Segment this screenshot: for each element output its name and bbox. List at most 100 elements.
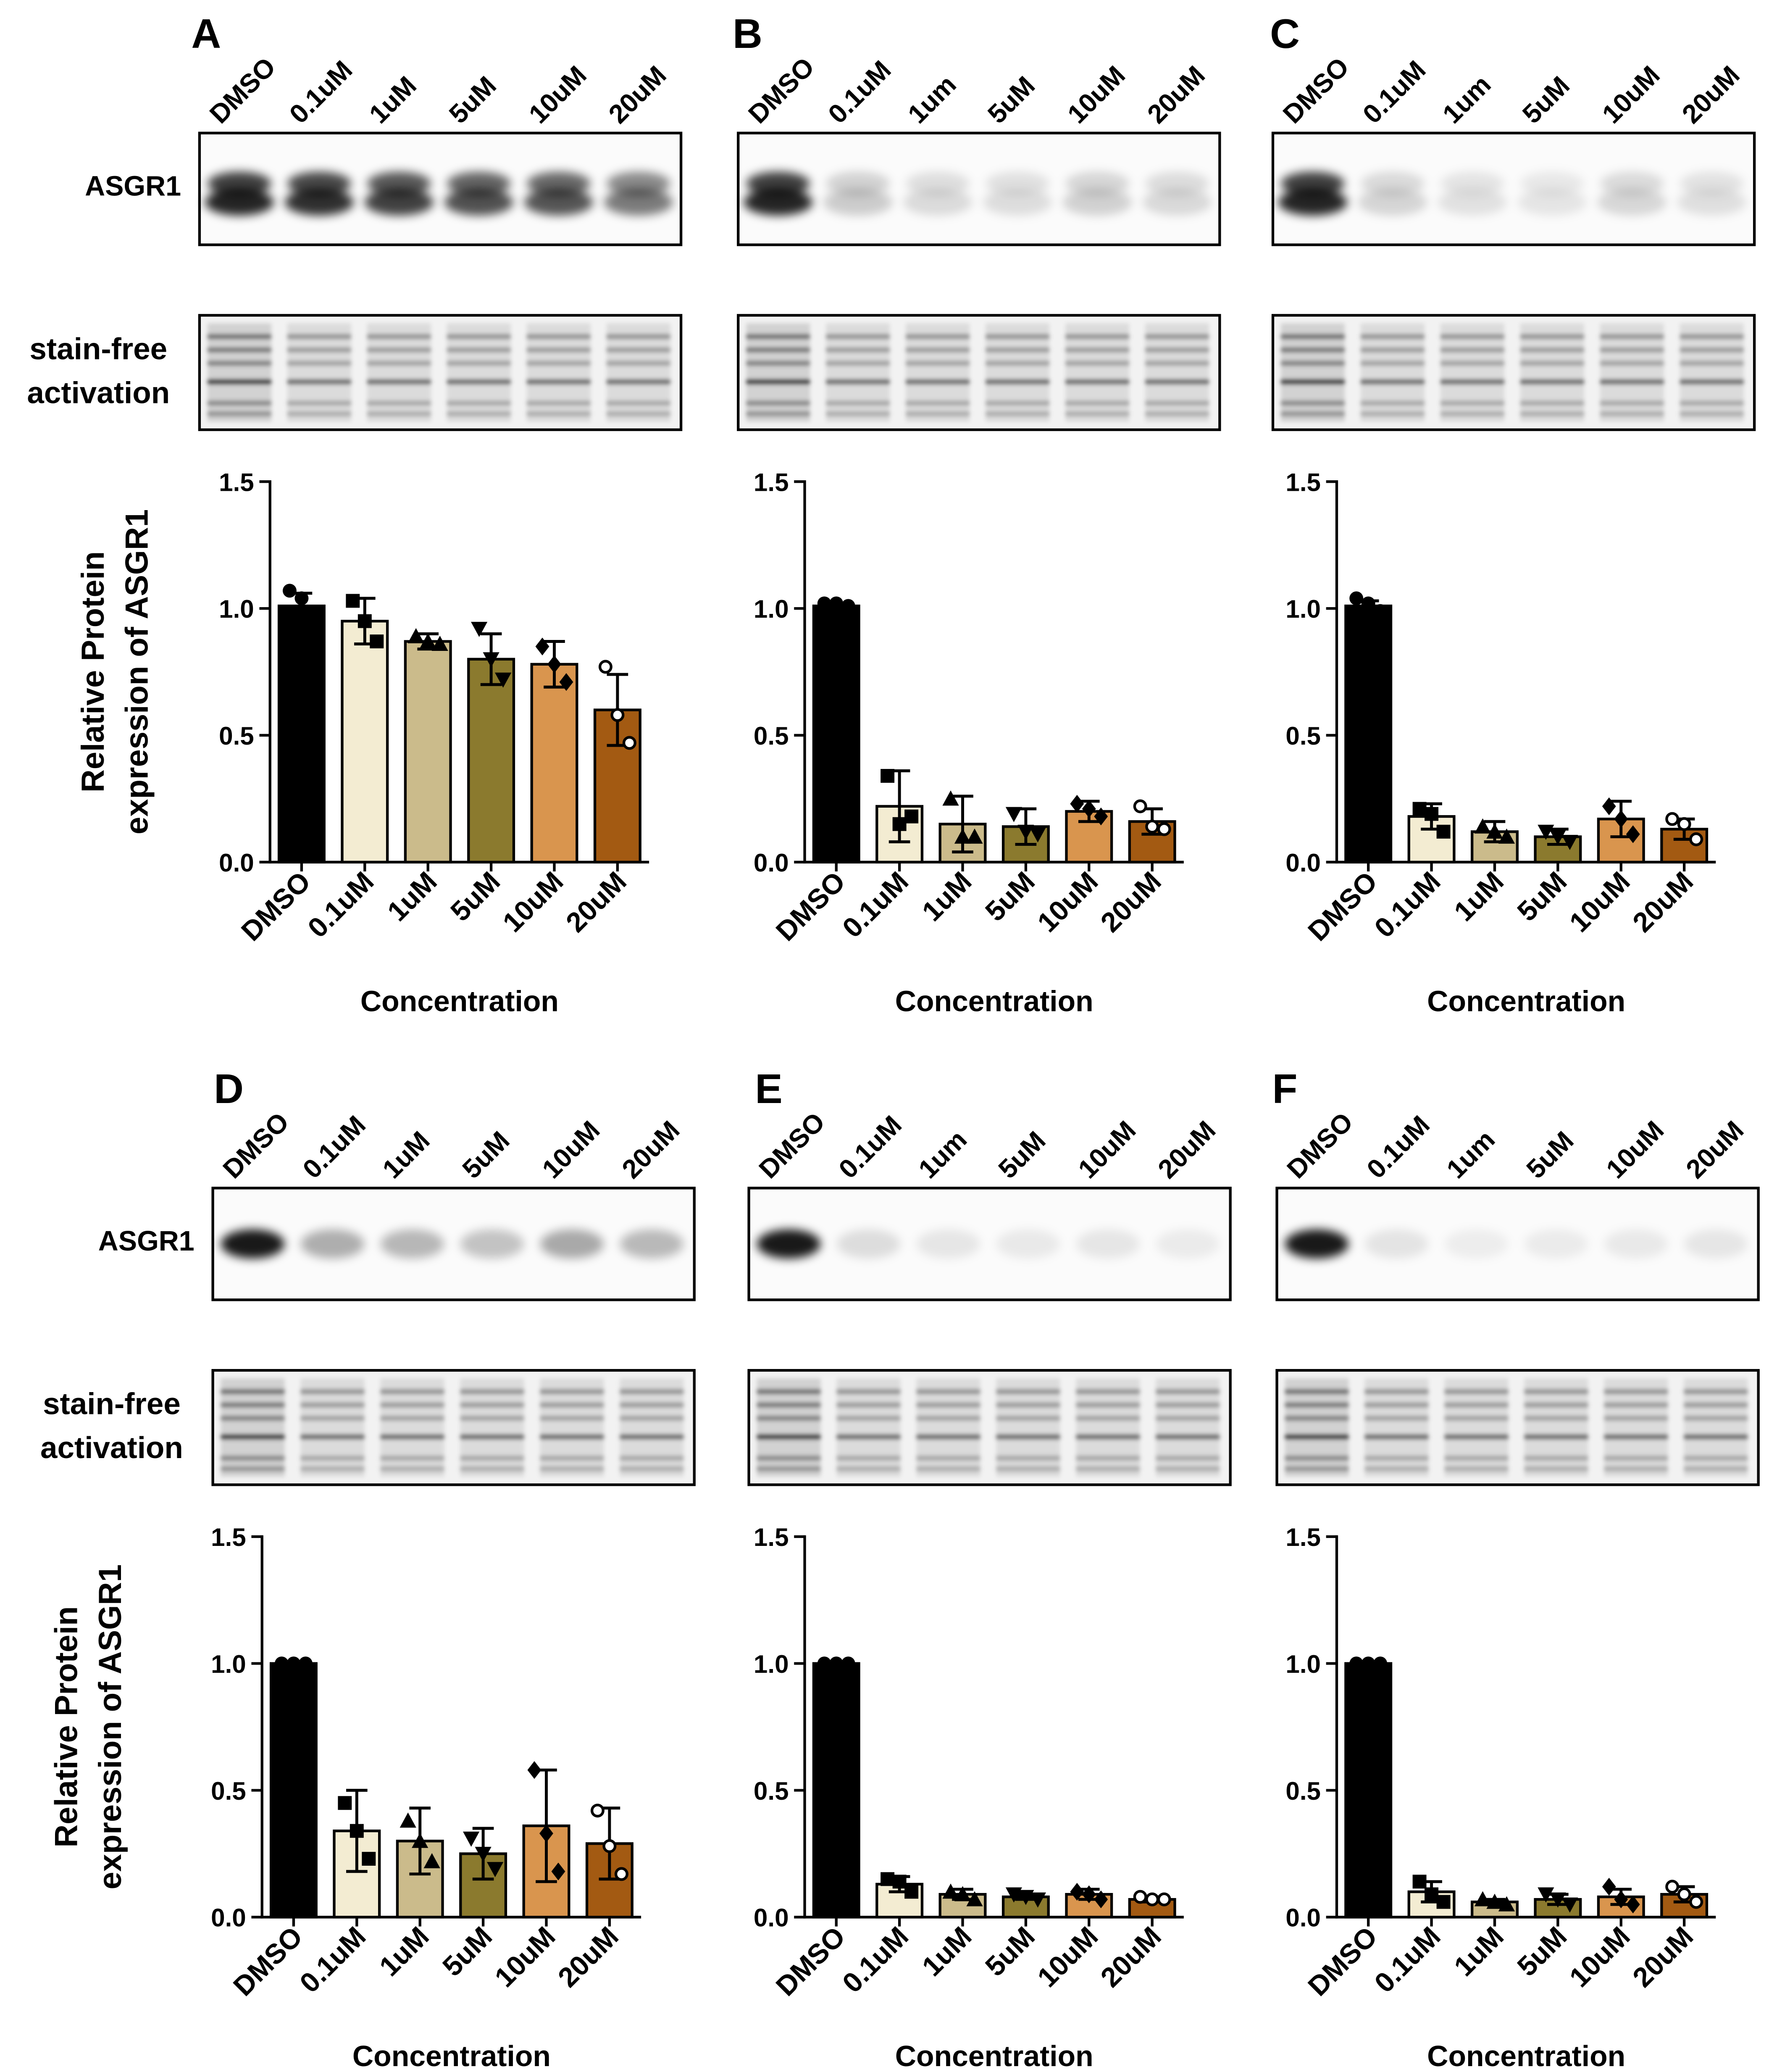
lane-label: 1um [1437,70,1497,129]
band [1364,1415,1429,1421]
band [916,1455,980,1461]
data-point [841,1656,855,1671]
band [540,1389,604,1395]
blot-band [823,189,893,216]
panel-label: E [755,1066,782,1112]
blot-band [284,189,354,216]
blot-label: ASGR1 [98,1226,195,1257]
band [986,361,1050,366]
band [1285,1466,1349,1472]
blot-frame [1275,1187,1760,1301]
band [1600,361,1664,366]
band [757,1389,821,1395]
band [1444,1389,1509,1395]
blot-band [1684,1229,1748,1259]
band [1145,400,1209,406]
data-point [1082,1885,1096,1904]
band [620,1389,684,1395]
data-point [942,1883,959,1899]
band [606,361,670,366]
band [287,379,351,385]
y-axis-label: Relative Protein [49,1606,84,1848]
y-tick-label: 1.0 [754,595,789,623]
data-point [1425,807,1439,821]
band [1520,361,1584,366]
x-axis-label: Concentration [1427,2040,1625,2072]
band [287,361,351,366]
band [1604,1434,1668,1440]
band [460,1415,524,1421]
bar [269,1662,318,1919]
band [1680,361,1744,366]
band [447,347,511,353]
loading-bands [221,1378,684,1477]
band [1440,361,1504,366]
band [1364,1434,1429,1440]
band [1285,1389,1349,1395]
band [1145,347,1209,353]
x-tick-label: 0.1uM [837,1921,915,1999]
blot-band [1520,171,1584,196]
data-point [475,1847,492,1862]
band [986,334,1050,340]
band [207,379,271,385]
blot-band [380,1229,444,1259]
blot-band [836,1229,901,1259]
data-point [1070,1882,1084,1901]
data-point [966,1891,983,1906]
blot-band [1524,1229,1588,1259]
band [300,1455,365,1461]
lane-label: 20uM [1142,61,1211,129]
blot-frame [211,1187,696,1301]
blot-band [1440,171,1504,196]
data-point [881,769,895,783]
band [1360,379,1425,385]
panel-label: A [191,11,221,57]
blot-band [1597,189,1667,216]
x-tick-label: 0.1uM [294,1921,372,1999]
band [460,1402,524,1408]
data-point [892,817,907,831]
band [1156,1466,1220,1472]
data-point [1549,1892,1567,1908]
band [1076,1434,1140,1440]
band [996,1415,1060,1421]
band [1065,347,1130,353]
blot-band [1281,171,1345,196]
blot-frame [1275,1369,1760,1486]
data-point [486,1862,504,1877]
data-point [829,1656,844,1671]
y-tick-label: 0.0 [219,849,254,877]
band [1145,379,1209,385]
data-point [942,790,959,806]
band [906,400,970,406]
blot-band [221,1229,285,1259]
band [1156,1434,1220,1440]
data-point [602,1839,617,1853]
data-point [559,673,573,691]
data-point [1561,1897,1578,1913]
data-point [622,736,636,750]
blot-band [524,189,594,216]
loading-bands [757,1378,1220,1477]
lane-label: 20uM [1680,1115,1749,1184]
blot-band [1600,171,1664,196]
blot-band [526,171,591,196]
x-tick-label: 10uM [1564,866,1636,938]
x-tick-label: 10uM [1564,1921,1636,1993]
x-tick-label: 5uM [980,1921,1041,1982]
blot-band [1438,189,1507,216]
band [367,400,431,406]
band [906,361,970,366]
y-tick-label: 0.5 [754,1777,789,1805]
data-point [1665,812,1680,826]
band [380,1455,444,1461]
blot-label: activation [27,376,170,410]
band [1065,400,1130,406]
blot-band [1076,1229,1140,1259]
data-point [1094,1890,1108,1909]
data-point [1412,1875,1427,1889]
band [1524,1455,1588,1461]
data-point [535,637,549,656]
data-point [1133,799,1147,814]
